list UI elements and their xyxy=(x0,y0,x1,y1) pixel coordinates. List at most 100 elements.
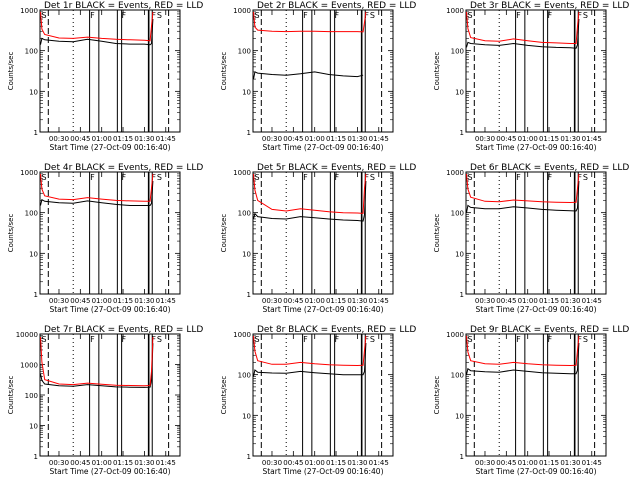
panel-det-7: Det 7r BLACK = Events, RED = LLD 1 10 100 10… xyxy=(7,325,203,476)
x-tick-label: 00:30 xyxy=(262,459,282,467)
y-tick-label: 100 xyxy=(238,372,251,380)
plot-frame xyxy=(252,9,394,133)
x-tick-label: 00:30 xyxy=(49,297,69,305)
y-tick-label: 1000 xyxy=(20,169,38,177)
panel-title: Det 5r BLACK = Events, RED = LLD xyxy=(257,163,416,173)
time-marker-label: S xyxy=(583,11,588,20)
x-axis-label: Start Time (27-Oct-09 00:16:40) xyxy=(262,143,383,152)
time-marker-label: F xyxy=(334,335,339,344)
x-tick-label: 00:45 xyxy=(496,135,516,143)
y-tick-label: 10 xyxy=(29,88,38,96)
events-series-line xyxy=(40,343,154,388)
y-tick-label: 10 xyxy=(455,250,464,258)
panel-title: Det 4r BLACK = Events, RED = LLD xyxy=(44,163,203,173)
time-marker-label: S xyxy=(467,173,472,182)
x-tick-label: 01:45 xyxy=(369,135,389,143)
time-marker-label: S xyxy=(370,173,375,182)
x-tick-label: 01:00 xyxy=(518,135,538,143)
y-tick-label: 1000 xyxy=(20,7,38,15)
panel-det-3: Det 3r BLACK = Events, RED = LLD 1 10 100 10… xyxy=(433,1,629,152)
x-tick-label: 01:30 xyxy=(560,297,580,305)
time-marker-label: S xyxy=(370,335,375,344)
y-tick-label: 10000 xyxy=(16,331,38,339)
x-tick-label: 01:00 xyxy=(518,459,538,467)
time-marker-label: F xyxy=(577,11,582,20)
x-tick-label: 01:00 xyxy=(92,297,112,305)
events-series-line xyxy=(466,18,580,49)
x-tick-label: 01:45 xyxy=(369,297,389,305)
x-tick-label: 01:00 xyxy=(305,459,325,467)
y-tick-label: 1000 xyxy=(233,331,251,339)
events-series-line xyxy=(466,342,580,375)
y-tick-label: 1000 xyxy=(233,7,251,15)
y-tick-label: 10 xyxy=(29,250,38,258)
y-axis-label: Counts/sec xyxy=(433,52,441,91)
y-tick-label: 1 xyxy=(247,129,251,137)
x-tick-label: 00:45 xyxy=(70,135,90,143)
time-marker-label: F xyxy=(90,11,95,20)
x-axis-label: Start Time (27-Oct-09 00:16:40) xyxy=(262,467,383,476)
y-tick-label: 100 xyxy=(238,48,251,56)
time-marker-label: S xyxy=(583,335,588,344)
x-tick-label: 00:45 xyxy=(70,459,90,467)
time-marker-label: F xyxy=(516,173,521,182)
y-axis-label: Counts/sec xyxy=(7,214,15,253)
x-axis-label: Start Time (27-Oct-09 00:16:40) xyxy=(49,143,170,152)
time-marker-label: S xyxy=(41,11,46,20)
x-tick-label: 01:30 xyxy=(134,135,154,143)
x-axis-label: Start Time (27-Oct-09 00:16:40) xyxy=(475,467,596,476)
panel-title: Det 6r BLACK = Events, RED = LLD xyxy=(470,163,629,173)
x-tick-label: 00:45 xyxy=(496,297,516,305)
x-tick-label: 01:15 xyxy=(113,297,133,305)
events-series-line xyxy=(253,71,364,80)
time-marker-label: F xyxy=(547,335,552,344)
lld-series-line xyxy=(253,335,367,367)
panel-det-8: Det 8r BLACK = Events, RED = LLD 1 10 100 10… xyxy=(220,325,416,476)
plot-frame xyxy=(252,333,394,457)
x-tick-label: 01:15 xyxy=(113,135,133,143)
x-tick-label: 01:15 xyxy=(326,459,346,467)
y-tick-label: 10 xyxy=(455,412,464,420)
y-tick-label: 100 xyxy=(238,210,251,218)
x-tick-label: 01:45 xyxy=(156,459,176,467)
panel-title: Det 7r BLACK = Events, RED = LLD xyxy=(44,325,203,335)
time-marker-label: S xyxy=(370,11,375,20)
x-tick-label: 00:30 xyxy=(262,297,282,305)
time-marker-label: F xyxy=(121,173,126,182)
x-tick-label: 01:15 xyxy=(539,297,559,305)
x-tick-label: 01:15 xyxy=(113,459,133,467)
x-tick-label: 00:30 xyxy=(475,135,495,143)
time-marker-label: S xyxy=(254,173,259,182)
time-marker-label: F xyxy=(121,335,126,344)
y-tick-label: 1 xyxy=(247,291,251,299)
lld-series-line xyxy=(253,173,367,214)
x-tick-label: 01:15 xyxy=(539,459,559,467)
x-tick-label: 01:00 xyxy=(305,297,325,305)
y-axis-label: Counts/sec xyxy=(220,52,228,91)
time-marker-label: S xyxy=(41,173,46,182)
y-tick-label: 100 xyxy=(25,48,38,56)
y-tick-label: 100 xyxy=(451,372,464,380)
lld-series-line xyxy=(466,335,580,367)
time-marker-label: F xyxy=(364,335,369,344)
time-marker-label: F xyxy=(151,173,156,182)
x-tick-label: 01:30 xyxy=(560,135,580,143)
panel-title: Det 2r BLACK = Events, RED = LLD xyxy=(257,1,416,11)
panel-det-9: Det 9r BLACK = Events, RED = LLD 1 10 100 10… xyxy=(433,325,629,476)
x-tick-label: 00:30 xyxy=(262,135,282,143)
lld-series-line xyxy=(466,173,580,204)
time-marker-label: S xyxy=(157,173,162,182)
events-series-line xyxy=(253,180,367,222)
plot-frame xyxy=(39,9,181,133)
time-marker-label: S xyxy=(254,335,259,344)
y-tick-label: 1000 xyxy=(233,169,251,177)
time-marker-label: S xyxy=(157,335,162,344)
y-tick-label: 100 xyxy=(451,210,464,218)
x-tick-label: 01:15 xyxy=(326,297,346,305)
time-marker-label: S xyxy=(157,11,162,20)
panel-det-6: Det 6r BLACK = Events, RED = LLD 1 10 100 10… xyxy=(433,163,629,314)
x-tick-label: 01:45 xyxy=(369,459,389,467)
plot-frame xyxy=(465,171,607,295)
x-tick-label: 01:30 xyxy=(134,297,154,305)
